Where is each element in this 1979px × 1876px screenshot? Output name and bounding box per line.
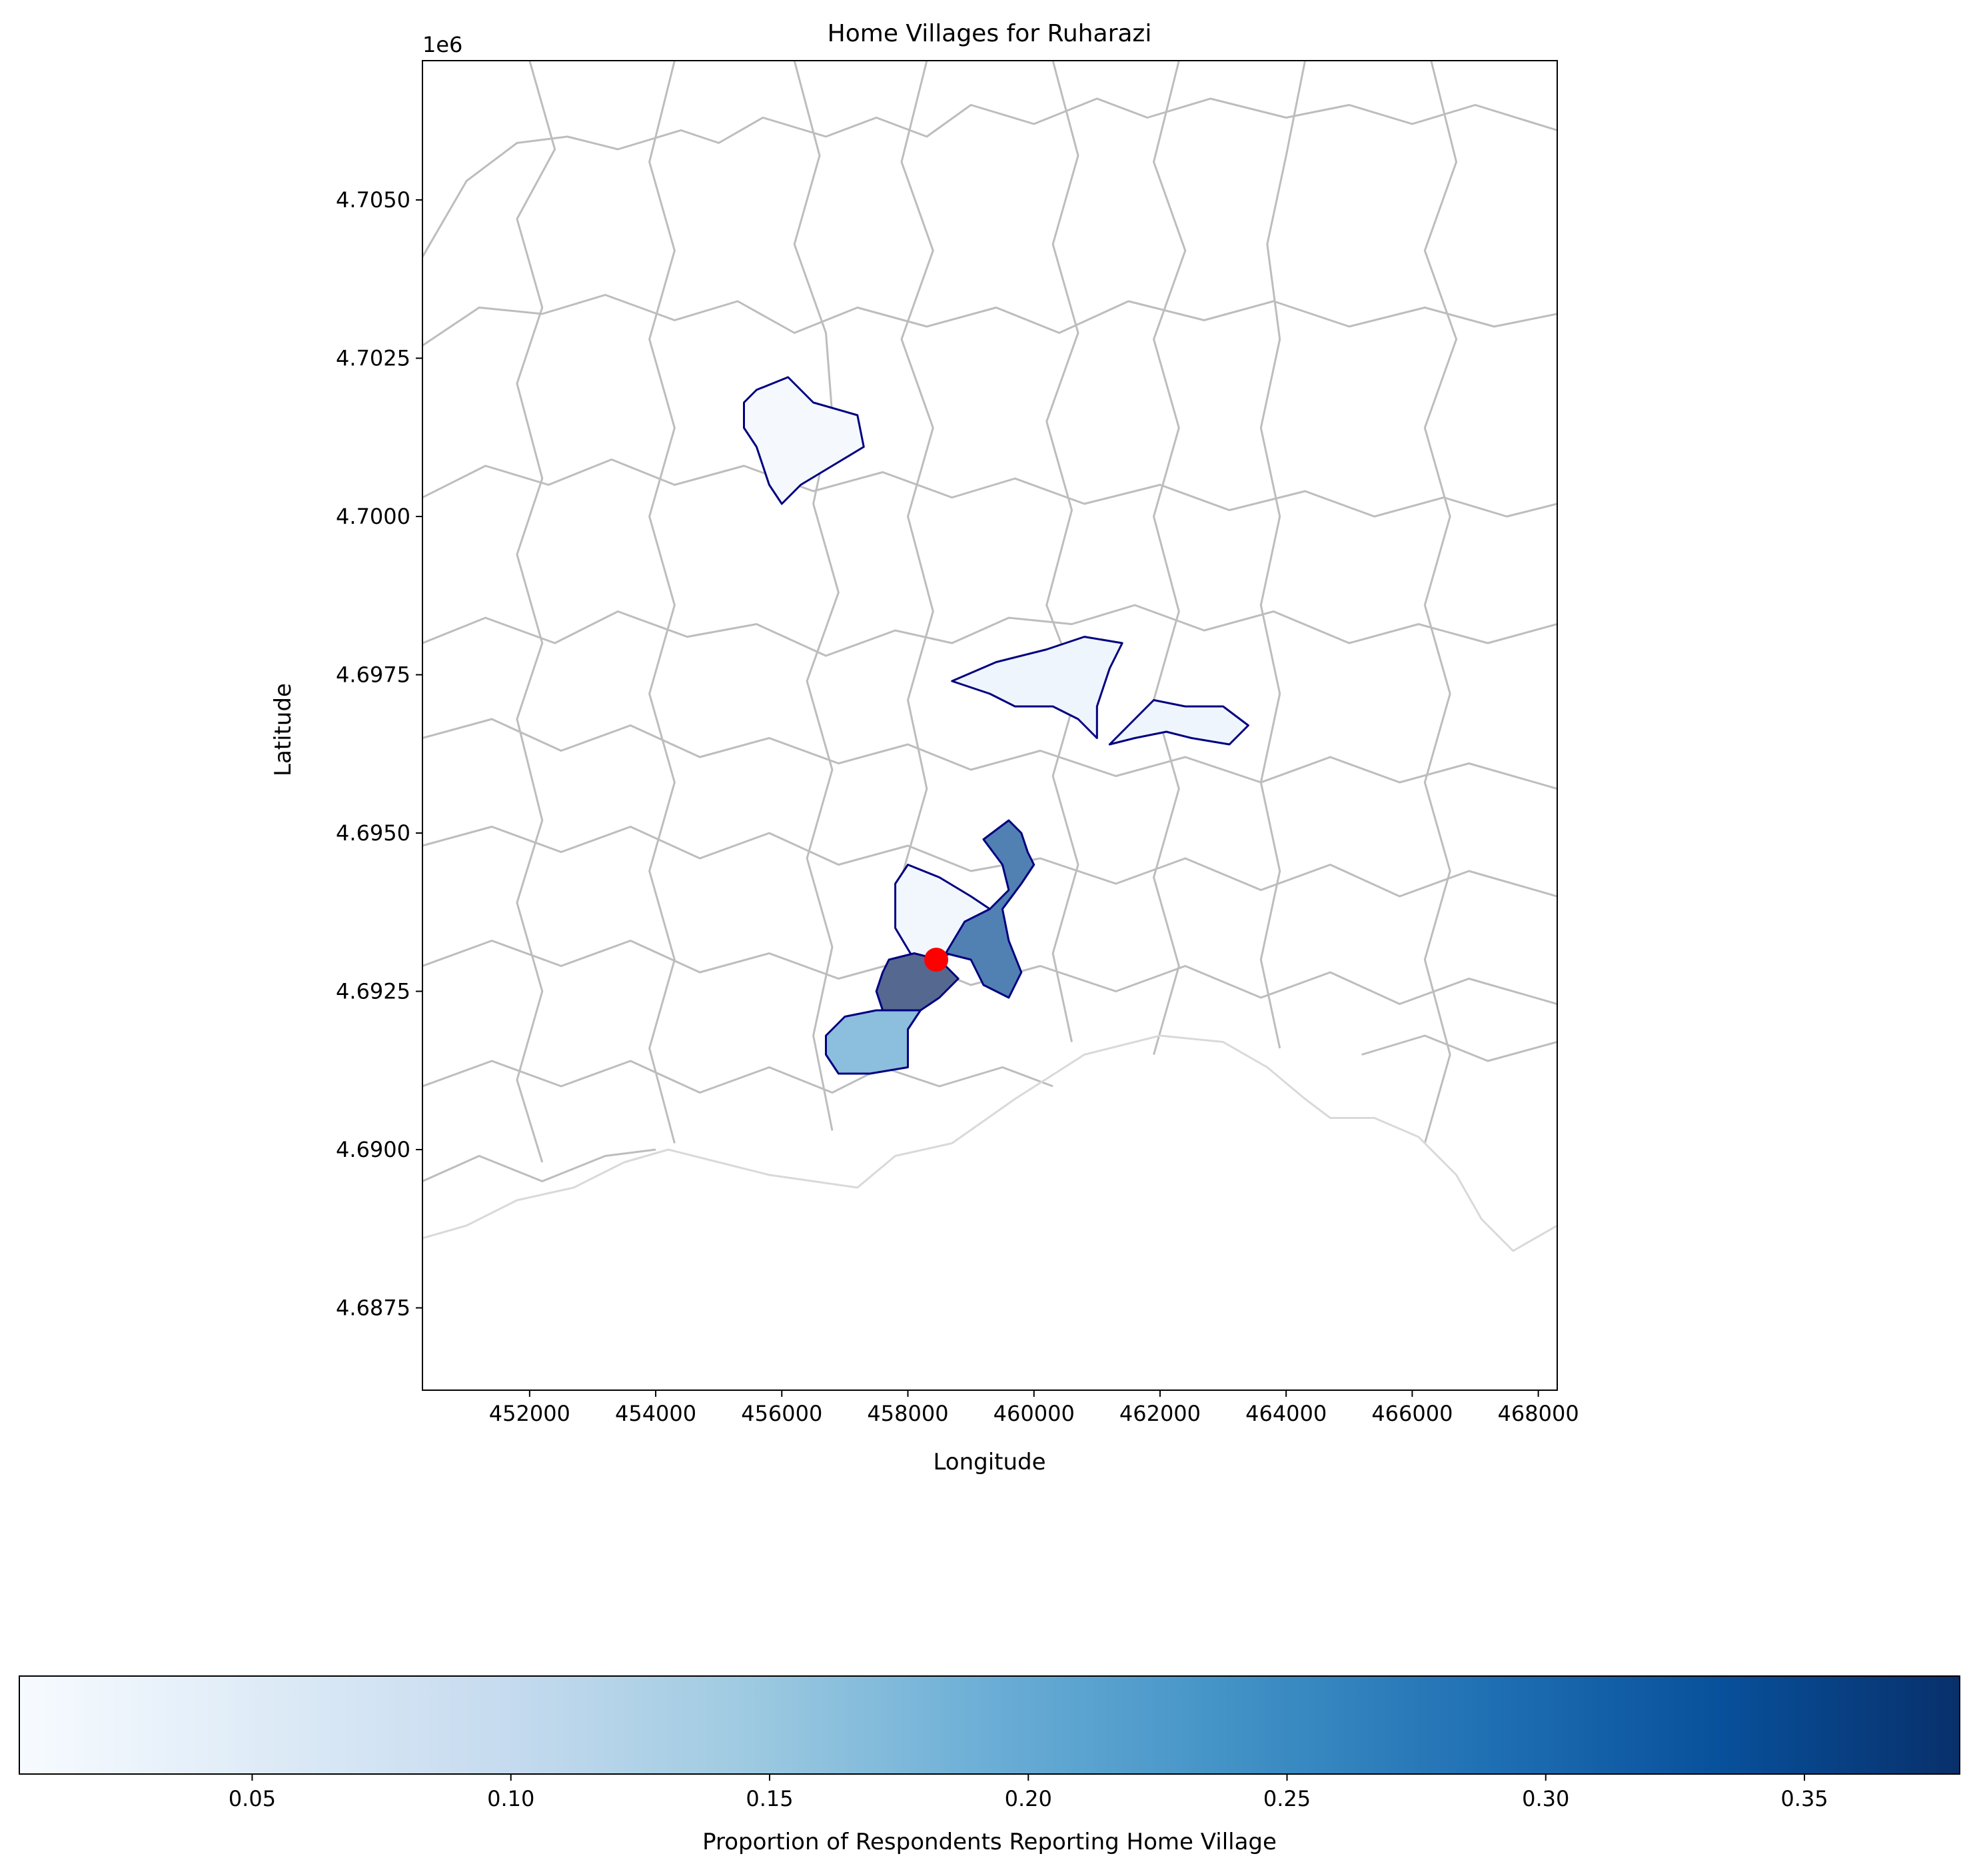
plot-background <box>422 61 1557 1390</box>
village-boundary-line <box>422 826 1557 898</box>
y-offset-label: 1e6 <box>422 32 462 57</box>
village-boundary-line <box>648 61 676 1144</box>
colorbar-tick-label: 0.35 <box>1780 1786 1828 1811</box>
x-axis-label: Longitude <box>933 1449 1045 1475</box>
village-boundary-line <box>422 97 1557 258</box>
colorbar-tick-label: 0.15 <box>746 1786 793 1811</box>
location-marker <box>924 948 949 972</box>
y-tick-label: 4.6875 <box>336 1296 410 1321</box>
village-boundary-line <box>1423 61 1458 1144</box>
home-village-7[interactable] <box>825 1009 922 1075</box>
home-village-5[interactable] <box>944 819 1035 999</box>
home-village-1[interactable] <box>743 376 865 505</box>
village-boundary-line <box>422 604 1557 657</box>
village-boundary-line <box>900 61 934 878</box>
x-tick-label: 460000 <box>993 1401 1075 1426</box>
village-boundary-line <box>1153 61 1187 1055</box>
colorbar: 0.05 0.10 0.15 0.20 0.25 0.30 0.35 Proportion … <box>19 1675 1960 1855</box>
x-tick-label: 468000 <box>1498 1401 1579 1426</box>
y-tick-label: 4.6925 <box>336 979 410 1004</box>
map-plot-area <box>422 61 1557 1390</box>
home-village-2[interactable] <box>951 636 1123 739</box>
y-tick-label: 4.6900 <box>336 1137 410 1162</box>
village-boundary-line <box>1259 61 1307 1049</box>
colorbar-gradient <box>19 1675 1960 1775</box>
x-tick-label: 464000 <box>1245 1401 1327 1426</box>
village-boundary-line <box>422 940 1557 1005</box>
y-tick-label: 4.7050 <box>336 187 410 213</box>
village-boundaries <box>422 61 1557 1252</box>
village-boundary-line <box>422 1060 1053 1094</box>
colorbar-tick-label: 0.05 <box>229 1786 276 1811</box>
y-axis-label: Latitude <box>270 683 297 776</box>
colorbar-label: Proportion of Respondents Reporting Home… <box>702 1829 1277 1855</box>
village-boundary-line <box>422 1034 1557 1252</box>
x-tick-label: 454000 <box>615 1401 696 1426</box>
y-axis-ticks: 4.6875 4.6900 4.6925 4.6950 4.6975 4.7000 4.70… <box>336 187 422 1321</box>
y-tick-label: 4.7000 <box>336 504 410 529</box>
village-boundary-line <box>1045 61 1079 1042</box>
marker-layer <box>924 948 949 972</box>
village-boundary-line <box>422 459 1557 518</box>
colorbar-tick-label: 0.30 <box>1522 1786 1569 1811</box>
x-tick-label: 456000 <box>741 1401 822 1426</box>
colorbar-tick-label: 0.25 <box>1263 1786 1311 1811</box>
map-title: Home Villages for Ruharazi <box>828 20 1152 47</box>
village-boundary-line <box>422 718 1557 790</box>
village-boundary-line <box>422 294 1557 347</box>
y-tick-label: 4.6950 <box>336 820 410 846</box>
home-village-3[interactable] <box>1108 699 1249 746</box>
village-boundary-line <box>793 61 840 1131</box>
colorbar-tick-label: 0.20 <box>1005 1786 1052 1811</box>
colorbar-tick-label: 0.10 <box>487 1786 534 1811</box>
village-boundary-line <box>1361 1034 1557 1062</box>
x-tick-label: 466000 <box>1371 1401 1453 1426</box>
x-axis-ticks: 452000 454000 456000 458000 460000 462000 4640… <box>489 1390 1579 1426</box>
y-tick-label: 4.7025 <box>336 346 410 371</box>
village-boundary-line <box>516 61 556 1163</box>
village-boundary-line <box>422 1148 656 1182</box>
x-tick-label: 458000 <box>867 1401 948 1426</box>
y-tick-label: 4.6975 <box>336 662 410 688</box>
x-tick-label: 452000 <box>489 1401 570 1426</box>
x-tick-label: 462000 <box>1119 1401 1201 1426</box>
colorbar-ticks: 0.05 0.10 0.15 0.20 0.25 0.30 0.35 <box>229 1774 1828 1811</box>
axes-frame <box>422 60 1558 1391</box>
home-village-polygons <box>743 376 1249 1075</box>
